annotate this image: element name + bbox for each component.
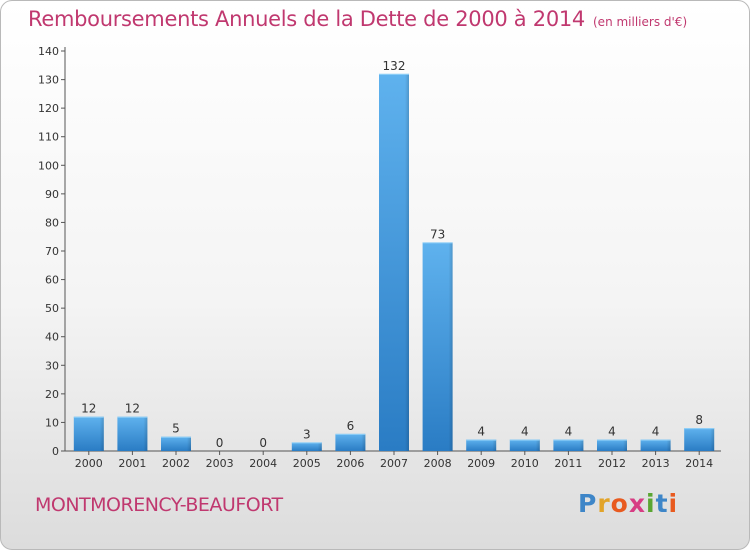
data-label: 132 [383,59,406,73]
bar-shade [579,439,584,451]
data-label: 4 [608,425,616,439]
bar [640,439,671,451]
logo-letter: o [610,489,629,518]
bar [379,73,409,451]
data-label: 0 [216,436,224,450]
x-tick-label: 2010 [511,457,539,470]
logo-letter: i [646,489,656,518]
y-tick-label: 140 [38,45,59,58]
bars [73,73,715,451]
bar [161,436,191,451]
chart-unit: (en milliers d'€) [593,15,688,29]
data-label: 4 [521,425,529,439]
bar-shade [535,439,540,451]
data-label: 4 [565,425,573,439]
data-labels: 12 12 5 0 0 3 6 132 73 4 4 4 4 4 8 [81,59,703,450]
bar-shade [317,442,322,451]
y-tick-label: 50 [45,302,59,315]
data-label: 73 [430,227,445,241]
x-tick-label: 2003 [206,457,234,470]
x-tick-label: 2007 [380,457,408,470]
data-label: 5 [172,422,180,436]
y-tick-label: 100 [38,159,59,172]
x-tick-label: 2006 [336,457,364,470]
bar-shade [143,416,148,451]
y-tick-label: 110 [38,131,59,144]
bar [509,439,540,451]
x-tick-label: 2012 [598,457,626,470]
bar [117,416,148,451]
data-label: 12 [125,402,140,416]
x-tick-label: 2000 [75,457,103,470]
logo-letter: P [578,489,598,518]
bar-shade [623,439,627,451]
bar-shade [666,439,671,451]
data-label: 0 [259,436,267,450]
data-label: 3 [303,427,311,441]
y-tick-label: 30 [45,359,59,372]
y-tick-label: 70 [45,245,59,258]
x-tick-label: 2014 [685,457,713,470]
data-label: 8 [695,413,703,427]
y-tick-label: 90 [45,188,59,201]
x-tick-label: 2008 [424,457,452,470]
data-label: 6 [347,419,355,433]
commune-name: MONTMORENCY-BEAUFORT [35,494,283,516]
y-tick-label: 40 [45,331,59,344]
bar [73,416,104,451]
y-tick-label: 10 [45,416,59,429]
x-tick-label: 2001 [118,457,146,470]
bar-shade [448,242,453,451]
x-tick-label: 2002 [162,457,190,470]
y-tick-label: 130 [38,74,59,87]
logo-letter: x [628,489,646,518]
logo-letter: r [597,489,611,518]
x-tick-label: 2011 [554,457,582,470]
logo-letter: i [668,489,679,518]
bar [684,428,715,451]
bar [466,439,497,451]
bar-shade [99,416,104,451]
y-tick-label: 0 [52,445,59,458]
data-label: 4 [477,425,485,439]
y-tick-label: 80 [45,216,59,229]
y-tick-label: 60 [45,274,59,287]
bar [291,442,322,451]
y-tick-label: 120 [38,102,59,115]
chart-title: Remboursements Annuels de la Dette de 20… [28,7,687,31]
y-tick-label: 20 [45,388,59,401]
bar-shade [187,436,191,451]
x-tick-label: 2013 [642,457,670,470]
data-label: 12 [81,402,96,416]
logo-letter: t [655,489,669,518]
chart-title-text: Remboursements Annuels de la Dette de 20… [28,7,585,31]
data-label: 4 [652,425,660,439]
bar-shade [492,439,497,451]
bar-shade [405,73,409,451]
bar [422,242,453,451]
bar-shade [361,433,366,451]
x-tick-label: 2009 [467,457,495,470]
bar [553,439,584,451]
x-tick-label: 2004 [249,457,277,470]
bar-shade [710,428,715,451]
bar [335,433,366,451]
bar [597,439,627,451]
proxiti-logo: Proxiti [578,489,678,518]
x-tick-label: 2005 [293,457,321,470]
